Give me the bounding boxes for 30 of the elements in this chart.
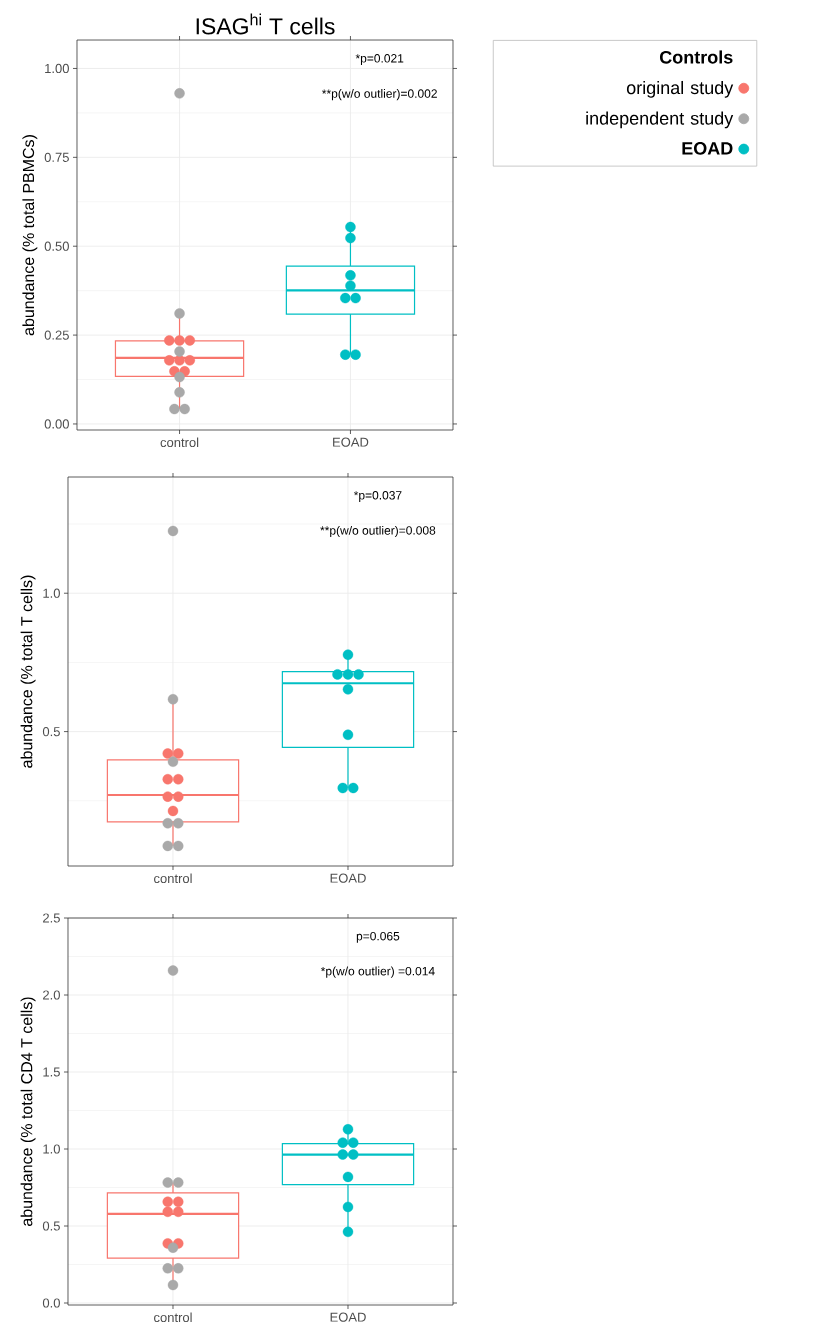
y-tick-label: 2.0 bbox=[43, 990, 60, 1000]
y-tick-label: 1.0 bbox=[43, 588, 60, 598]
y-axis-title: abundance (% total CD4 T cells) bbox=[20, 997, 36, 1226]
annotation: *p=0.021 bbox=[355, 54, 404, 65]
y-tick-label: 0.5 bbox=[42, 726, 60, 737]
y-axis-title: abundance (% total PBMCs) bbox=[22, 135, 38, 336]
legend-title: Controls bbox=[659, 50, 733, 64]
y-tick-label: 0.5 bbox=[42, 1221, 60, 1231]
x-tick-label: control bbox=[154, 873, 192, 884]
annotation: *p(w/o outlier) =0.014 bbox=[320, 966, 435, 978]
y-tick-label: 0.50 bbox=[44, 241, 69, 251]
annotation: **p(w/o outlier)=0.008 bbox=[320, 525, 436, 538]
legend-label: original study bbox=[626, 80, 734, 98]
y-tick-label: 0.25 bbox=[44, 330, 69, 340]
y-tick-label: 1.0 bbox=[43, 1144, 60, 1154]
x-tick-label: control bbox=[160, 437, 199, 448]
legend-label: EOAD bbox=[682, 142, 733, 155]
legend-label: independent study bbox=[586, 111, 734, 129]
y-tick-label: 0.75 bbox=[44, 152, 69, 162]
y-tick-label: 1.5 bbox=[43, 1067, 60, 1077]
annotation: *p=0.037 bbox=[353, 491, 402, 502]
annotation: p=0.065 bbox=[356, 931, 400, 943]
annotation: **p(w/o outlier)=0.002 bbox=[322, 89, 437, 101]
y-tick-label: 0.0 bbox=[42, 1298, 60, 1308]
y-tick-label: 2.5 bbox=[43, 913, 60, 923]
chart-title: ISAG$^{hi}$ T cells bbox=[196, 13, 335, 35]
y-tick-label: 0.00 bbox=[44, 419, 69, 429]
x-tick-label: control bbox=[154, 1312, 192, 1323]
y-axis-title: abundance (% total T cells) bbox=[20, 575, 36, 768]
y-tick-label: 1.00 bbox=[45, 63, 69, 74]
